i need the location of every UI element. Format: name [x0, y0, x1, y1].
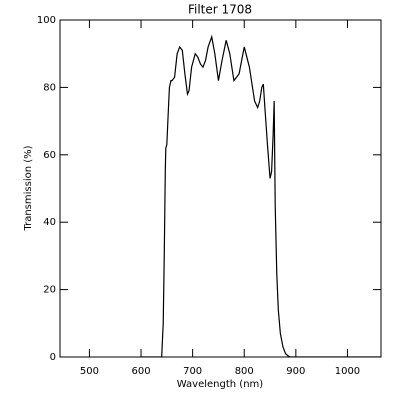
y-tick-label: 80 — [43, 82, 56, 93]
y-tick-label: 40 — [43, 217, 56, 228]
x-tick-label: 700 — [183, 366, 202, 377]
x-tick-label: 800 — [235, 366, 254, 377]
y-tick-label: 20 — [43, 285, 56, 296]
x-axis-label: Wavelength (nm) — [177, 379, 263, 390]
x-tick-label: 600 — [131, 366, 150, 377]
y-tick-label: 100 — [37, 15, 56, 26]
y-axis-label: Transmission (%) — [23, 145, 34, 231]
data-line — [141, 34, 381, 357]
x-tick-label: 500 — [80, 366, 99, 377]
y-tick-label: 0 — [50, 352, 56, 363]
chart-title: Filter 1708 — [188, 3, 252, 17]
plot-frame — [59, 19, 382, 358]
x-tick-label: 1000 — [335, 366, 360, 377]
y-tick-label: 60 — [43, 150, 56, 161]
x-tick-label: 900 — [286, 366, 305, 377]
